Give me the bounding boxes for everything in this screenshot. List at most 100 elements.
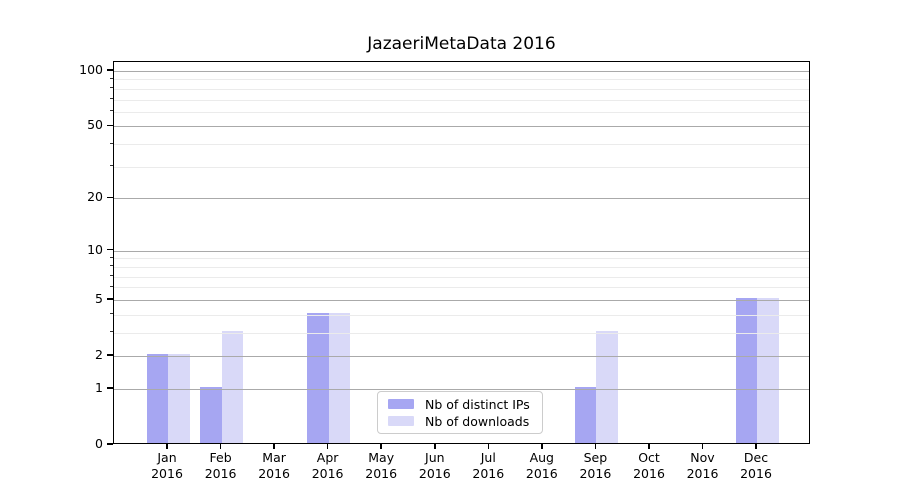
legend-swatch-distinct-ips [388,399,414,409]
grid-line-minor [114,332,809,334]
x-tick-month: Aug [529,450,554,465]
x-tick-month: Feb [209,450,232,465]
y-tick-label: 50 [87,117,103,133]
bar [574,386,597,443]
bar [200,386,222,443]
grid-line-minor [114,88,809,90]
x-tick-label: Feb 2016 [189,450,253,481]
y-minor-tick-mark [110,313,113,315]
chart-title: JazaeriMetaData 2016 [367,34,556,54]
bar [307,312,329,443]
y-tick-label: 20 [87,189,103,205]
x-tick-year: 2016 [365,465,398,481]
x-tick-mark [219,444,222,449]
grid-line-major [114,299,809,301]
x-tick-year: 2016 [633,465,665,481]
x-tick-month: Sep [583,450,608,465]
x-tick-label: Oct 2016 [617,450,681,481]
grid-line-minor [114,287,809,289]
x-tick-month: Jan [157,450,177,465]
bar [596,330,618,443]
x-tick-label: Nov 2016 [671,450,735,481]
grid-line-major [114,126,809,128]
x-tick-label: Aug 2016 [510,450,574,481]
y-tick-label: 10 [87,241,103,257]
x-tick-label: Jul 2016 [456,450,520,481]
grid-line-minor [114,166,809,168]
y-minor-tick-mark [110,77,113,79]
y-minor-tick-mark [110,285,113,287]
x-tick-month: Jul [480,450,496,465]
x-tick-year: 2016 [472,465,505,481]
bar [757,297,779,443]
x-tick-mark [648,444,650,449]
y-tick-label: 2 [95,347,103,362]
grid-line-major [114,71,809,72]
y-minor-tick-mark [110,142,113,144]
x-tick-mark [326,444,329,449]
bar [146,354,168,443]
x-tick-label: Jan 2016 [135,450,199,481]
x-tick-year: 2016 [151,465,183,481]
x-tick-year: 2016 [418,465,451,481]
grid-line-minor [114,266,809,268]
y-tick-mark [107,248,113,251]
y-minor-tick-mark [110,265,113,267]
y-minor-tick-mark [110,110,113,112]
y-tick-mark [107,354,113,356]
legend-swatch-downloads [388,416,414,426]
x-tick-month: May [368,450,395,465]
x-tick-mark [166,444,168,449]
grid-line-minor [114,144,809,146]
x-tick-year: 2016 [686,465,719,481]
x-tick-year: 2016 [740,465,772,481]
x-tick-year: 2016 [311,465,344,481]
x-tick-mark [273,444,275,449]
x-tick-month: Oct [638,450,660,465]
x-tick-mark [487,444,489,449]
y-minor-tick-mark [110,87,113,89]
grid-line-major [114,388,809,390]
grid-line-minor [114,79,809,81]
y-minor-tick-mark [110,165,113,167]
y-minor-tick-mark [110,98,113,100]
grid-line-major [114,356,809,357]
x-tick-year: 2016 [525,465,558,481]
x-tick-month: Jun [425,450,445,465]
x-tick-label: Jun 2016 [403,450,467,481]
x-tick-month: Dec [743,450,769,465]
legend: Nb of distinct IPs Nb of downloads [377,391,543,434]
x-tick-label: Mar 2016 [242,450,306,481]
x-tick-year: 2016 [579,465,612,481]
plot-area [113,61,810,444]
x-tick-label: May 2016 [349,450,413,481]
x-tick-year: 2016 [204,465,237,481]
grid-line-minor [114,111,809,113]
x-tick-mark [594,444,597,449]
legend-label-downloads: Nb of downloads [425,413,530,429]
x-tick-label: Sep 2016 [563,450,627,481]
y-tick-mark [107,196,113,198]
x-tick-month: Nov [690,450,715,465]
x-tick-label: Dec 2016 [724,450,788,481]
y-tick-mark [107,443,113,445]
y-tick-label: 1 [95,379,103,395]
x-tick-mark [380,444,382,449]
legend-item-distinct-ips: Nb of distinct IPs [388,398,532,411]
grid-line-minor [114,314,809,316]
grid-line-major [114,198,809,200]
x-tick-mark [541,444,543,449]
grid-line-minor [114,276,809,278]
y-tick-mark [107,298,113,300]
x-tick-mark [434,444,436,449]
x-tick-year: 2016 [258,465,290,481]
bar [168,354,190,443]
y-tick-mark [107,387,113,389]
grid-line-minor [114,99,809,101]
y-tick-label: 100 [79,62,103,77]
y-tick-label: 0 [95,436,103,451]
y-tick-mark [107,124,113,127]
y-minor-tick-mark [110,275,113,276]
bar [328,312,351,443]
